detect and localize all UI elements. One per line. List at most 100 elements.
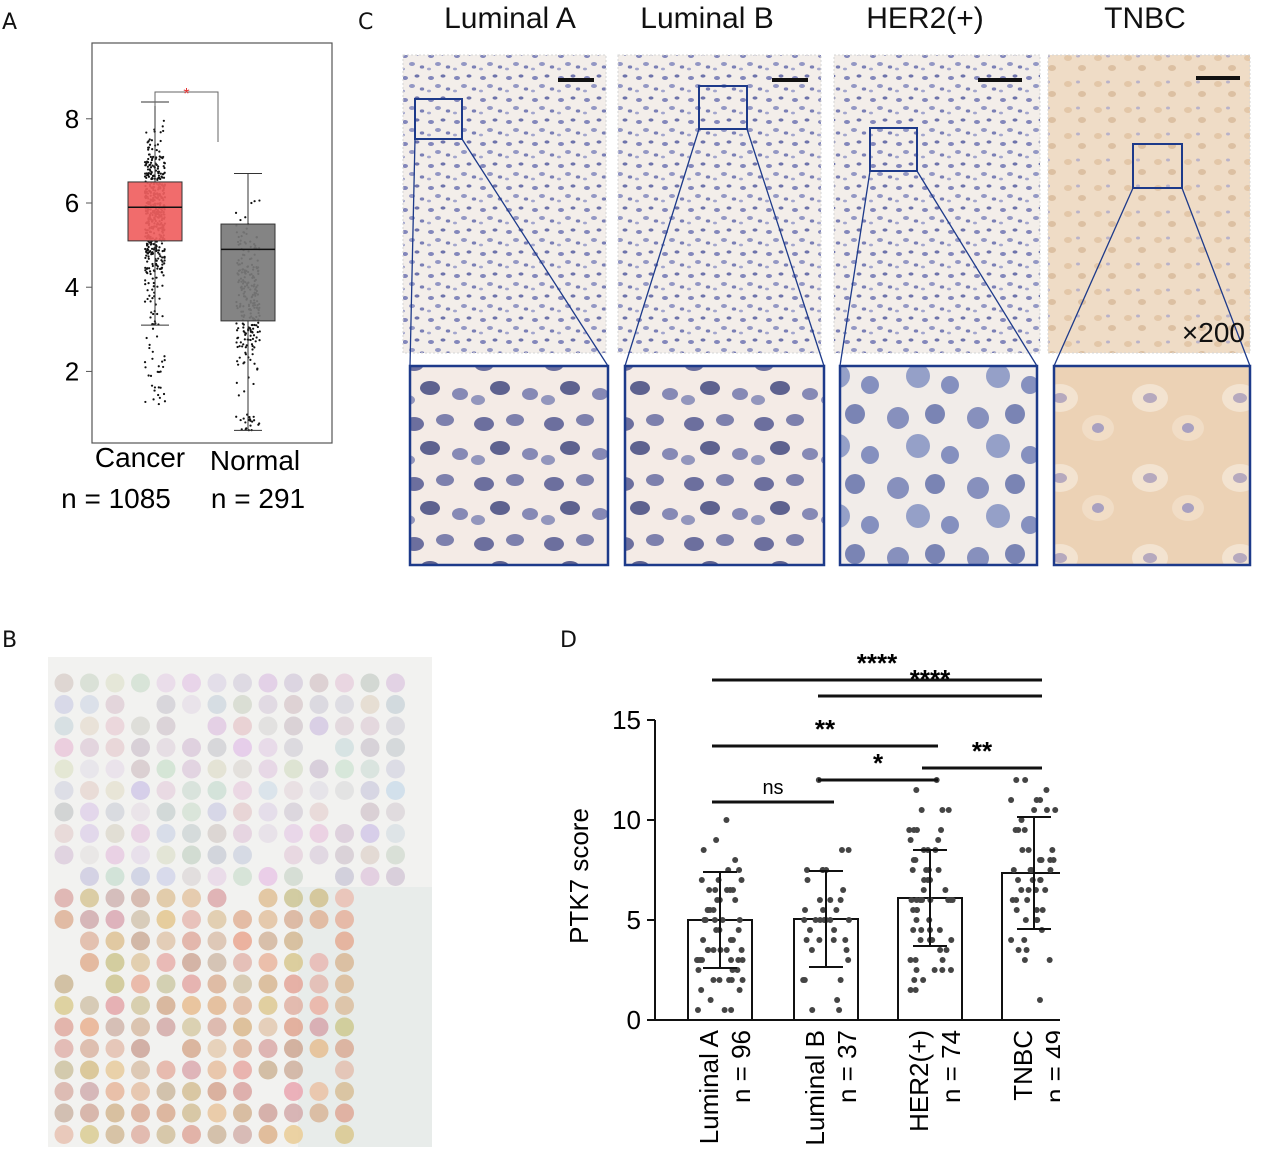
tissue-core: [54, 695, 74, 714]
data-point: [235, 329, 239, 332]
zoom-connectors: [409, 128, 1251, 367]
data-point: [150, 384, 154, 387]
data-point: [917, 937, 924, 943]
data-point: [148, 143, 152, 146]
tissue-core: [309, 1082, 329, 1101]
tissue-core: [182, 1082, 201, 1101]
data-point: [704, 947, 711, 953]
tissue-core: [335, 738, 354, 757]
tissue-core: [335, 1125, 354, 1144]
tissue-core: [233, 716, 252, 736]
data-point: [143, 361, 147, 364]
tissue-core: [360, 716, 380, 736]
data-point: [156, 143, 159, 146]
tissue-core: [309, 781, 329, 800]
data-point: [1024, 897, 1031, 903]
data-point: [838, 847, 845, 853]
scale-bar-luminal-b: [772, 78, 808, 82]
tissue-core: [156, 845, 176, 865]
data-point: [711, 917, 718, 923]
scale-bar-her2: [978, 78, 1022, 82]
data-point: [162, 129, 165, 133]
data-point: [918, 927, 925, 933]
tissue-core: [131, 996, 150, 1015]
data-point: [1021, 827, 1028, 833]
tissue-core: [182, 1125, 201, 1144]
data-point: [706, 887, 713, 893]
data-point: [162, 119, 165, 122]
data-point: [910, 927, 917, 933]
data-point: [820, 907, 827, 913]
data-point: [148, 138, 151, 141]
tissue-core: [54, 1039, 74, 1058]
data-point: [251, 353, 254, 356]
tissue-core: [360, 824, 380, 843]
tissue-core: [156, 759, 176, 779]
tissue-core: [258, 1017, 278, 1037]
data-point: [947, 967, 954, 973]
data-point: [808, 947, 815, 953]
tissue-core: [182, 1017, 201, 1037]
tissue-core: [54, 845, 74, 865]
data-point: [721, 1007, 728, 1013]
tissue-core: [156, 910, 176, 929]
data-point: [157, 257, 160, 260]
tissue-core: [156, 802, 176, 822]
tissue-core: [182, 845, 201, 865]
tissue-core: [182, 888, 201, 908]
data-point: [147, 245, 150, 249]
comparison-label: **: [972, 736, 993, 766]
data-point: [816, 937, 823, 943]
tissue-core: [335, 673, 354, 693]
tissue-core: [207, 1103, 227, 1123]
data-point: [1037, 877, 1044, 883]
tissue-core: [182, 974, 201, 994]
tissue-core: [80, 931, 99, 951]
data-point: [158, 396, 161, 399]
data-point: [152, 281, 155, 285]
tissue-core: [105, 1082, 125, 1101]
category-label-cancer: Cancer: [95, 442, 185, 473]
tissue-core: [386, 695, 405, 714]
data-point: [159, 139, 162, 143]
data-point: [833, 907, 840, 913]
data-point: [161, 256, 164, 259]
tissue-core: [360, 802, 380, 822]
tissue-core: [284, 1125, 303, 1144]
tissue-core: [207, 1060, 227, 1080]
data-point: [806, 927, 813, 933]
x-n-label: n = 37: [832, 1030, 862, 1103]
tissue-core: [182, 824, 201, 843]
tissue-core: [233, 867, 252, 886]
data-point: [148, 343, 151, 346]
data-point: [1018, 817, 1025, 823]
data-point: [152, 285, 155, 288]
data-point: [710, 947, 717, 953]
tissue-core: [54, 781, 74, 800]
data-point: [254, 340, 257, 343]
tissue-core: [54, 910, 74, 929]
tissue-core: [80, 867, 99, 886]
data-point: [1036, 997, 1043, 1003]
tissue-core: [386, 673, 405, 693]
tissue-core: [80, 716, 99, 736]
data-point: [237, 363, 240, 366]
data-point: [728, 977, 735, 983]
tissue-core: [207, 974, 227, 994]
data-point: [159, 172, 162, 175]
data-point: [145, 254, 148, 257]
tissue-core: [207, 953, 227, 972]
tissue-core: [258, 888, 278, 908]
tissue-core: [182, 695, 201, 714]
tissue-core: [258, 910, 278, 929]
roi-box-her2: [869, 127, 918, 172]
data-point: [149, 241, 153, 244]
tissue-core: [258, 759, 278, 779]
data-point: [159, 370, 162, 373]
tissue-core: [105, 738, 125, 757]
tissue-core: [131, 1060, 150, 1080]
data-point: [256, 368, 259, 371]
data-point: [1013, 777, 1020, 783]
data-point: [845, 917, 852, 923]
y-tick-label: 5: [627, 905, 641, 935]
